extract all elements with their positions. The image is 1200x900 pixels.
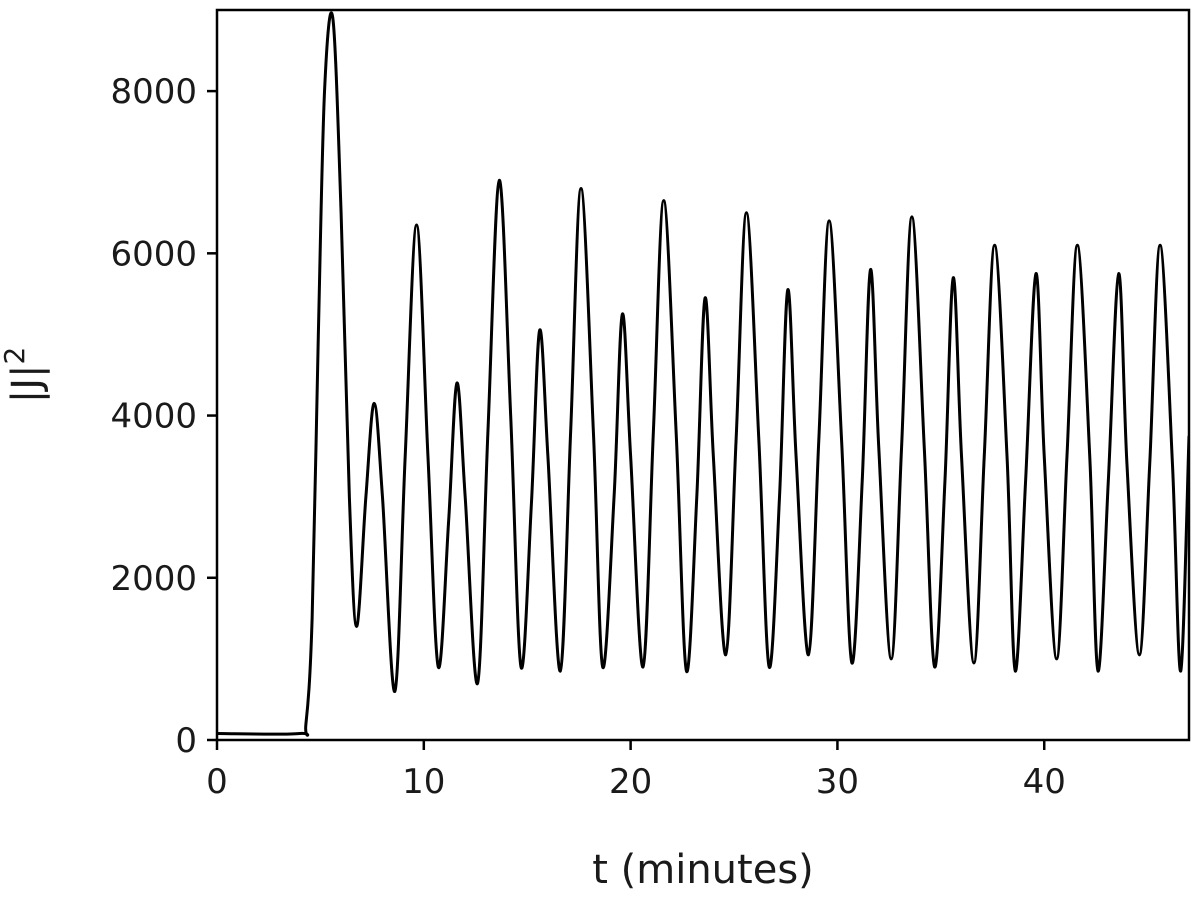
y-axis-title-superscript: 2	[0, 347, 31, 365]
x-axis-title: t (minutes)	[592, 847, 814, 893]
y-axis-ticks: 0 2000 4000 6000 8000	[110, 72, 217, 761]
y-tick-label: 0	[175, 721, 197, 761]
y-axis-title-group: |J|2	[0, 347, 50, 404]
x-axis-ticks: 0 10 20 30 40	[206, 740, 1066, 802]
plot-frame	[215, 8, 1191, 742]
y-tick-label: 6000	[110, 234, 197, 274]
x-tick-label: 20	[609, 762, 652, 802]
y-tick-label: 8000	[110, 72, 197, 112]
plot-area	[215, 8, 1191, 742]
x-tick-label: 0	[206, 762, 228, 802]
y-tick-label: 2000	[110, 559, 197, 599]
x-tick-label: 40	[1023, 762, 1066, 802]
x-tick-label: 30	[816, 762, 859, 802]
y-axis-title: |J|2	[0, 347, 50, 404]
y-tick-label: 4000	[110, 397, 197, 437]
series-line-0	[217, 11, 1189, 737]
y-axis-title-base: |J|	[4, 365, 50, 404]
x-tick-label: 10	[402, 762, 445, 802]
